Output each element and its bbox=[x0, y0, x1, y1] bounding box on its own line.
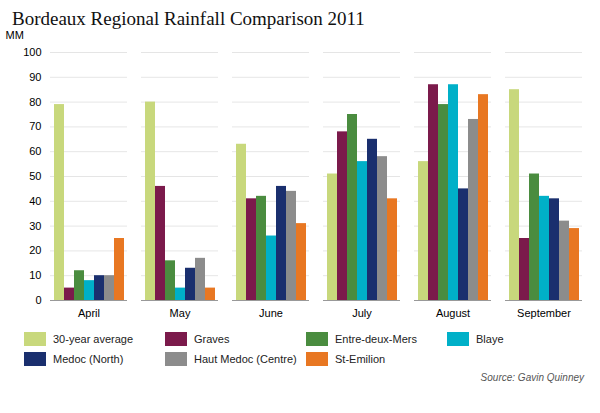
html-text:St-Emilion: St-Emilion bbox=[335, 353, 386, 365]
html-text:Graves: Graves bbox=[194, 333, 230, 345]
svg-text:10: 10 bbox=[29, 269, 41, 281]
svg-text:70: 70 bbox=[29, 120, 41, 132]
svg-text:60: 60 bbox=[29, 145, 41, 157]
svg-text:40: 40 bbox=[29, 195, 41, 207]
svg-text:80: 80 bbox=[29, 96, 41, 108]
html-text:Medoc (North): Medoc (North) bbox=[53, 353, 124, 365]
svg-text:20: 20 bbox=[29, 244, 41, 256]
html-text:Source: Gavin Quinney: Source: Gavin Quinney bbox=[480, 372, 584, 383]
html-text:30-year average: 30-year average bbox=[53, 333, 134, 345]
svg-text:May: May bbox=[170, 307, 191, 319]
html-text:Haut Medoc (Centre): Haut Medoc (Centre) bbox=[194, 353, 297, 365]
svg-text:90: 90 bbox=[29, 71, 41, 83]
svg-text:August: August bbox=[436, 307, 470, 319]
html-text:Blaye: Blaye bbox=[476, 333, 504, 345]
html-text:Entre-deux-Mers: Entre-deux-Mers bbox=[335, 333, 417, 345]
svg-text:September: September bbox=[517, 307, 571, 319]
svg-text:June: June bbox=[259, 307, 283, 319]
svg-text:July: July bbox=[352, 307, 372, 319]
svg-text:0: 0 bbox=[35, 294, 41, 306]
svg-text:MM: MM bbox=[6, 29, 24, 41]
svg-text:100: 100 bbox=[23, 46, 41, 58]
html-text:Bordeaux Regional Rainfall Com: Bordeaux Regional Rainfall Comparison 20… bbox=[12, 8, 365, 29]
svg-text:50: 50 bbox=[29, 170, 41, 182]
svg-text:April: April bbox=[78, 307, 100, 319]
svg-text:30: 30 bbox=[29, 220, 41, 232]
